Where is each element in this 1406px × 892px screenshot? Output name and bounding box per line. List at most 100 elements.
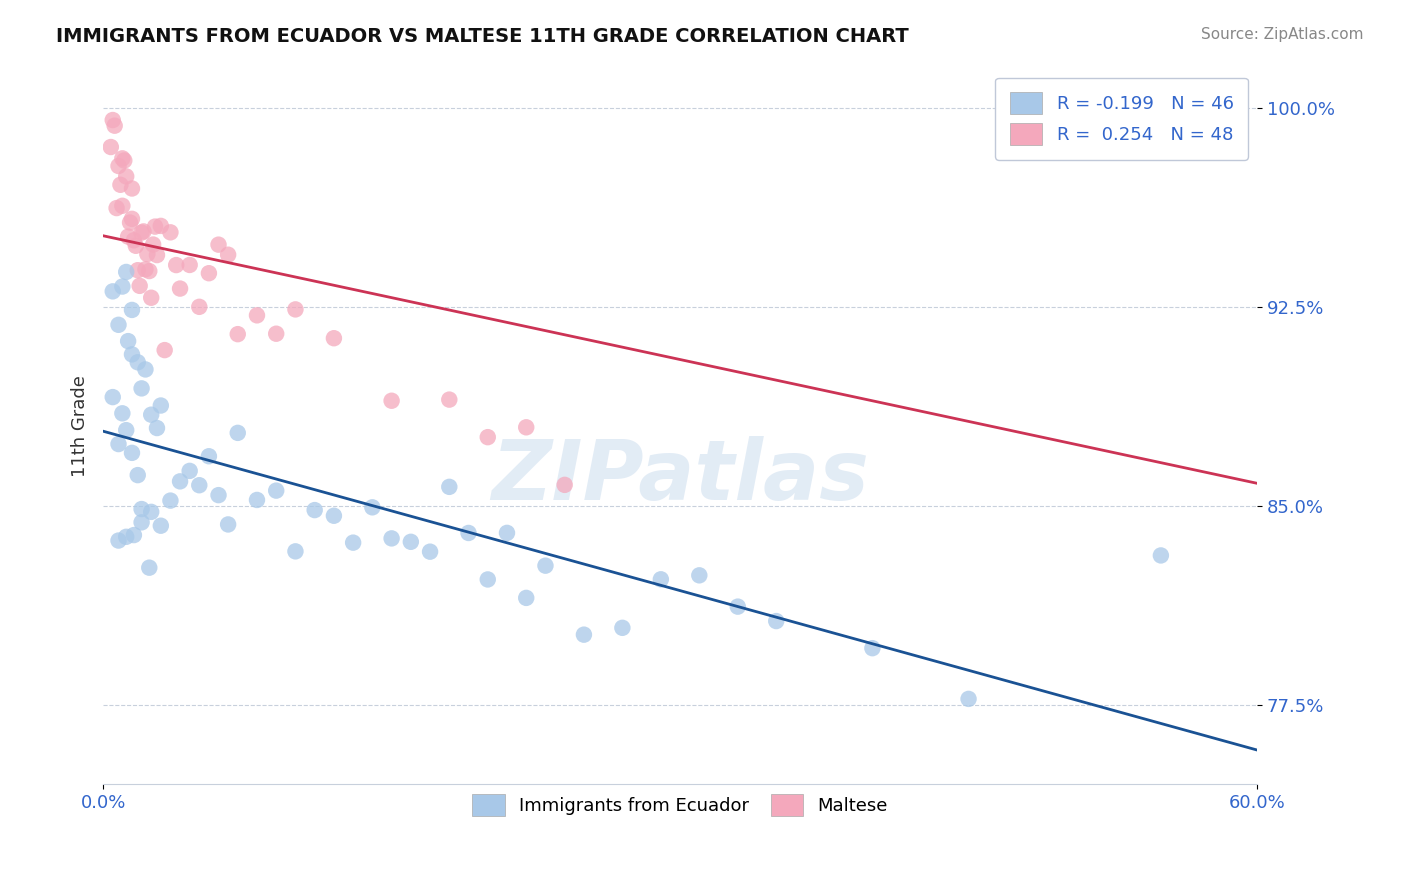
Point: [131, 381, 153, 395]
Point: [112, 153, 135, 168]
Point: [1150, 549, 1173, 563]
Point: [207, 488, 229, 502]
Point: [122, 528, 145, 542]
Point: [101, 113, 124, 128]
Point: [101, 390, 124, 404]
Point: [146, 421, 169, 435]
Point: [322, 508, 344, 523]
Point: [138, 264, 160, 278]
Point: [141, 291, 163, 305]
Text: ZIPatlas: ZIPatlas: [491, 436, 869, 517]
Point: [121, 181, 143, 195]
Point: [246, 309, 269, 323]
Point: [381, 532, 404, 546]
Point: [188, 478, 211, 492]
Point: [727, 599, 749, 614]
Point: [141, 408, 163, 422]
Point: [115, 530, 138, 544]
Point: [110, 178, 132, 192]
Point: [149, 399, 172, 413]
Point: [111, 406, 134, 420]
Text: IMMIGRANTS FROM ECUADOR VS MALTESE 11TH GRADE CORRELATION CHART: IMMIGRANTS FROM ECUADOR VS MALTESE 11TH …: [56, 27, 910, 45]
Point: [165, 258, 187, 272]
Point: [127, 468, 149, 483]
Point: [117, 229, 139, 244]
Point: [264, 326, 287, 341]
Point: [860, 641, 883, 656]
Point: [117, 334, 139, 348]
Point: [125, 239, 148, 253]
Point: [111, 279, 134, 293]
Point: [477, 573, 499, 587]
Point: [361, 500, 384, 515]
Point: [134, 262, 156, 277]
Point: [439, 480, 461, 494]
Point: [179, 258, 201, 272]
Point: [115, 265, 138, 279]
Point: [381, 393, 404, 408]
Point: [159, 225, 181, 239]
Point: [111, 152, 134, 166]
Point: [121, 211, 143, 226]
Point: [107, 437, 129, 451]
Point: [128, 278, 150, 293]
Point: [217, 248, 239, 262]
Point: [142, 237, 165, 252]
Point: [439, 392, 461, 407]
Point: [115, 169, 138, 184]
Point: [159, 493, 181, 508]
Point: [612, 621, 634, 635]
Point: [226, 327, 249, 342]
Point: [127, 263, 149, 277]
Point: [138, 560, 160, 574]
Point: [153, 343, 176, 357]
Legend: Immigrants from Ecuador, Maltese: Immigrants from Ecuador, Maltese: [463, 786, 897, 825]
Point: [534, 558, 557, 573]
Point: [322, 331, 344, 345]
Point: [149, 219, 172, 233]
Point: [146, 248, 169, 262]
Point: [131, 226, 153, 240]
Point: [419, 544, 441, 558]
Point: [121, 347, 143, 361]
Point: [217, 517, 239, 532]
Point: [1015, 136, 1038, 151]
Point: [515, 591, 537, 605]
Point: [143, 219, 166, 234]
Point: [115, 423, 138, 437]
Y-axis label: 11th Grade: 11th Grade: [72, 376, 89, 477]
Point: [100, 140, 122, 154]
Point: [246, 492, 269, 507]
Point: [226, 425, 249, 440]
Point: [169, 282, 191, 296]
Point: [122, 233, 145, 247]
Point: [207, 237, 229, 252]
Point: [179, 464, 201, 478]
Point: [284, 302, 307, 317]
Point: [107, 159, 129, 173]
Point: [105, 201, 128, 215]
Point: [104, 119, 127, 133]
Point: [198, 449, 221, 463]
Point: [149, 518, 172, 533]
Text: Source: ZipAtlas.com: Source: ZipAtlas.com: [1201, 27, 1364, 42]
Point: [342, 535, 364, 549]
Point: [141, 505, 163, 519]
Point: [188, 300, 211, 314]
Point: [121, 446, 143, 460]
Point: [572, 628, 595, 642]
Point: [304, 503, 326, 517]
Point: [554, 478, 576, 492]
Point: [688, 568, 710, 582]
Point: [118, 215, 141, 229]
Point: [131, 502, 153, 516]
Point: [515, 420, 537, 434]
Point: [284, 544, 307, 558]
Point: [477, 430, 499, 444]
Point: [457, 525, 479, 540]
Point: [134, 362, 156, 376]
Point: [131, 516, 153, 530]
Point: [136, 247, 159, 261]
Point: [264, 483, 287, 498]
Point: [496, 525, 519, 540]
